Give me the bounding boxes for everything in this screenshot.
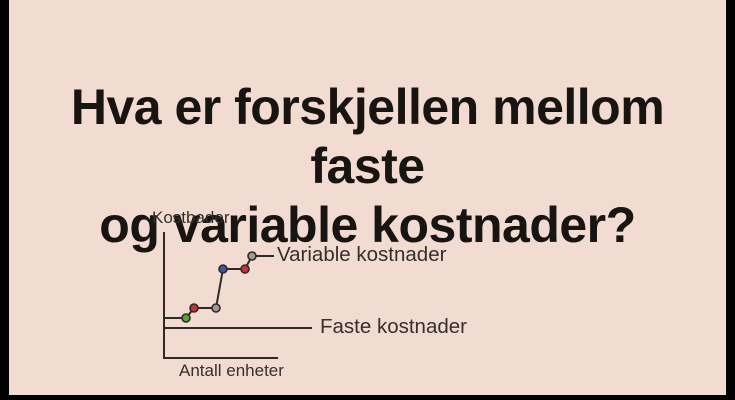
data-point-red (189, 303, 199, 313)
data-point-red (240, 264, 250, 274)
fixed-cost-label: Faste kostnader (320, 315, 467, 338)
variable-cost-label: Variable kostnader (277, 243, 447, 266)
data-point-gray (247, 251, 257, 261)
slide-background (9, 0, 726, 395)
x-axis-label: Antall enheter (179, 361, 284, 380)
data-point-blue (218, 264, 228, 274)
title-line-1: Hva er forskjellen mellom faste (70, 79, 665, 194)
data-point-gray (211, 303, 221, 313)
data-point-green (181, 313, 191, 323)
y-axis-label: Kostbader (152, 208, 230, 227)
title-line-2: og variable kostnader? (99, 197, 636, 253)
page-title: Hva er forskjellen mellom faste og varia… (9, 78, 726, 255)
